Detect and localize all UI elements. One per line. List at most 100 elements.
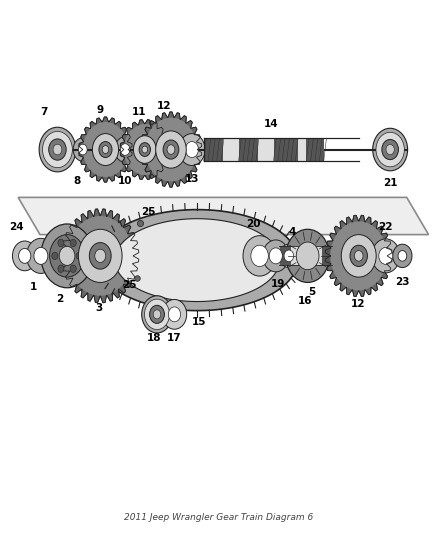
Circle shape [73, 138, 92, 161]
Bar [321, 246, 330, 265]
Polygon shape [97, 209, 297, 311]
Text: 7: 7 [41, 107, 48, 117]
Circle shape [76, 252, 82, 260]
Circle shape [142, 146, 148, 153]
Polygon shape [140, 112, 202, 187]
Circle shape [145, 299, 170, 329]
Circle shape [373, 128, 408, 171]
Circle shape [58, 265, 64, 272]
Bar [274, 139, 297, 161]
Circle shape [134, 136, 156, 164]
Circle shape [52, 252, 58, 260]
Circle shape [102, 146, 109, 154]
Circle shape [251, 245, 268, 266]
Bar [297, 139, 306, 161]
Circle shape [185, 142, 198, 158]
Circle shape [26, 238, 55, 273]
Circle shape [142, 296, 172, 333]
Bar [280, 246, 291, 265]
Bar [258, 139, 274, 161]
Text: 12: 12 [350, 298, 365, 309]
Text: 14: 14 [264, 119, 279, 129]
Circle shape [92, 134, 119, 165]
Text: 15: 15 [192, 317, 207, 327]
Text: 2: 2 [56, 294, 63, 304]
Circle shape [163, 140, 179, 159]
Text: 25: 25 [122, 280, 137, 290]
Circle shape [153, 310, 161, 319]
Text: 19: 19 [271, 279, 285, 288]
Circle shape [269, 248, 283, 264]
Circle shape [162, 300, 187, 329]
Circle shape [393, 244, 412, 268]
Text: 5: 5 [308, 287, 315, 297]
Bar [300, 246, 313, 265]
Bar [239, 139, 258, 161]
Circle shape [150, 305, 164, 324]
Circle shape [379, 247, 393, 264]
Text: 11: 11 [132, 107, 147, 117]
Bar [291, 246, 300, 265]
Circle shape [34, 247, 48, 264]
Circle shape [42, 132, 72, 168]
Circle shape [279, 244, 298, 268]
Text: 8: 8 [74, 176, 81, 187]
Circle shape [145, 118, 197, 181]
Polygon shape [18, 197, 428, 235]
Circle shape [398, 251, 407, 261]
Circle shape [386, 144, 394, 155]
Circle shape [115, 137, 136, 163]
Circle shape [78, 144, 87, 155]
Circle shape [243, 236, 276, 276]
Circle shape [18, 248, 31, 263]
Circle shape [70, 265, 76, 272]
Text: 12: 12 [157, 101, 172, 111]
Text: 10: 10 [118, 176, 132, 187]
Circle shape [59, 246, 75, 265]
Circle shape [139, 143, 150, 157]
Polygon shape [115, 219, 279, 302]
Circle shape [83, 122, 128, 177]
Polygon shape [62, 209, 139, 303]
Text: 21: 21 [383, 177, 397, 188]
Text: 4: 4 [289, 227, 296, 237]
Circle shape [53, 144, 62, 155]
Circle shape [155, 131, 186, 168]
Text: 9: 9 [97, 104, 104, 115]
Circle shape [382, 140, 399, 160]
Circle shape [179, 134, 205, 165]
Bar [204, 139, 223, 161]
Circle shape [263, 240, 289, 272]
Circle shape [67, 216, 133, 296]
Circle shape [124, 124, 166, 175]
Bar [306, 139, 324, 161]
Circle shape [95, 249, 106, 263]
Circle shape [296, 242, 319, 270]
Circle shape [49, 235, 85, 277]
Circle shape [41, 224, 93, 288]
Circle shape [49, 139, 66, 160]
Circle shape [167, 145, 175, 155]
Text: 16: 16 [298, 296, 313, 306]
Text: 23: 23 [395, 278, 410, 287]
Polygon shape [79, 117, 132, 182]
Circle shape [12, 241, 37, 271]
Bar [223, 139, 239, 161]
Text: 25: 25 [141, 207, 155, 217]
Circle shape [286, 229, 329, 282]
Text: 22: 22 [378, 222, 393, 232]
Circle shape [89, 243, 111, 269]
Circle shape [39, 127, 76, 172]
Circle shape [70, 239, 76, 247]
Text: 20: 20 [246, 219, 260, 229]
Circle shape [168, 307, 180, 322]
Circle shape [99, 142, 112, 158]
Text: 2011 Jeep Wrangler Gear Train Diagram 6: 2011 Jeep Wrangler Gear Train Diagram 6 [124, 513, 314, 522]
Circle shape [350, 245, 367, 266]
Circle shape [376, 132, 404, 167]
Circle shape [372, 239, 400, 273]
Circle shape [330, 221, 387, 290]
Circle shape [284, 250, 293, 262]
Text: 1: 1 [30, 282, 37, 292]
Text: 18: 18 [147, 333, 162, 343]
